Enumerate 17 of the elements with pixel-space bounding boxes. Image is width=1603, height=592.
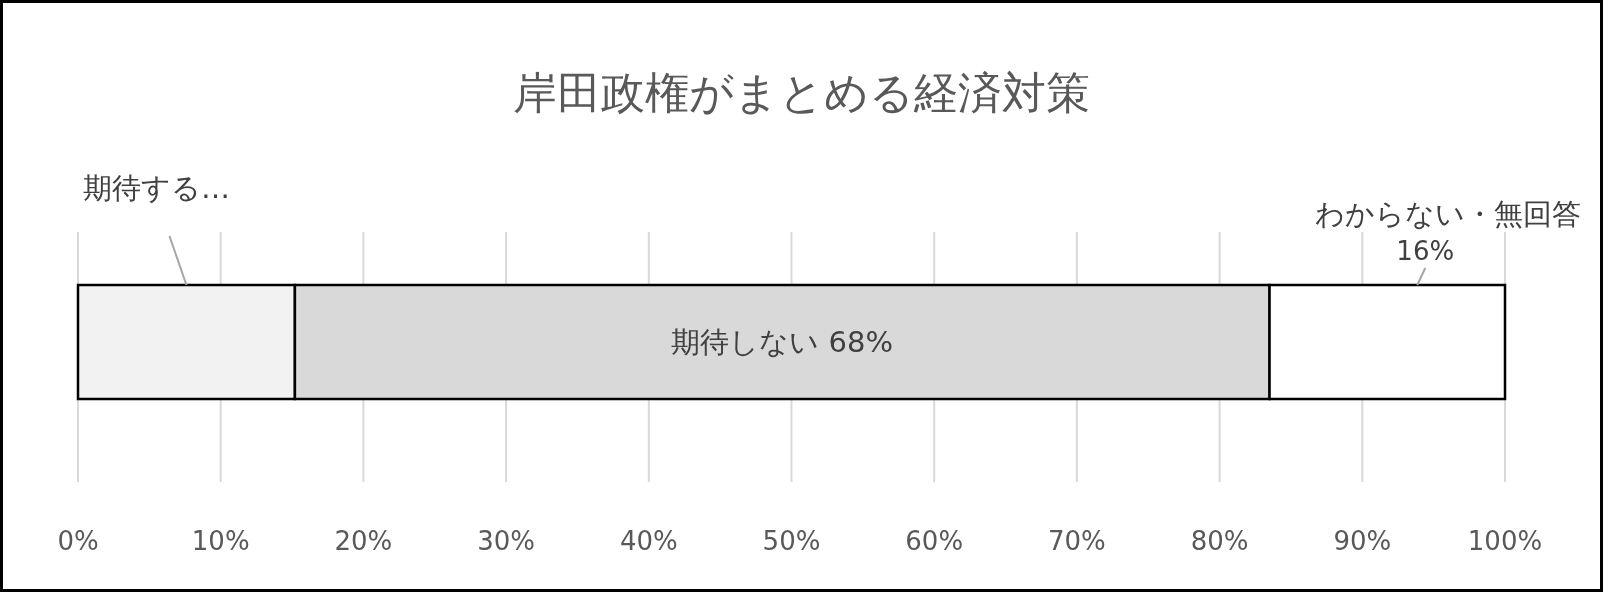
data-label: 68% bbox=[828, 325, 894, 359]
x-tick-label: 80% bbox=[1190, 526, 1249, 556]
x-tick-label: 90% bbox=[1333, 526, 1392, 556]
x-tick-label: 20% bbox=[334, 526, 393, 556]
x-tick-label: 50% bbox=[762, 526, 821, 556]
x-tick-label: 60% bbox=[905, 526, 964, 556]
chart-title: 岸田政権がまとめる経済対策 bbox=[513, 67, 1090, 118]
x-tick-label: 100% bbox=[1467, 526, 1543, 556]
text: 期待する… bbox=[83, 171, 230, 205]
data-label: 16% bbox=[1396, 236, 1455, 266]
x-tick-label: 10% bbox=[191, 526, 250, 556]
x-tick-label: 70% bbox=[1048, 526, 1106, 556]
series-label: わからない・無回答 bbox=[1315, 197, 1581, 231]
series-label: 期待しない bbox=[671, 325, 829, 359]
x-tick-label: 0% bbox=[57, 526, 99, 556]
x-tick-label: 40% bbox=[619, 526, 678, 556]
x-tick-label: 30% bbox=[477, 526, 535, 556]
